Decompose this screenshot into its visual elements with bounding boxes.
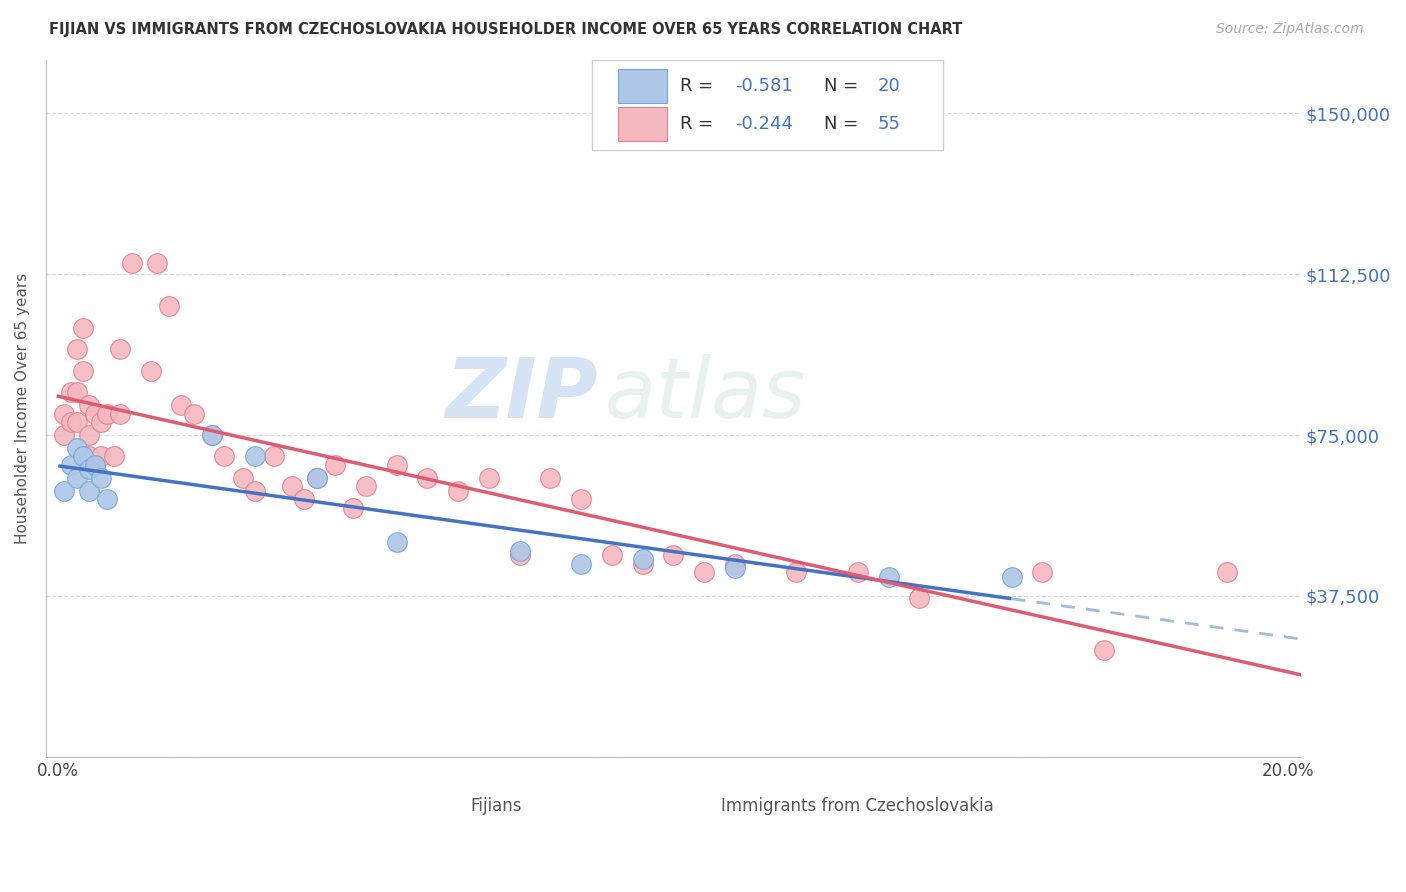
Point [662, 548, 685, 562]
Point [1000, 569, 1022, 583]
Point [478, 471, 501, 485]
Text: FIJIAN VS IMMIGRANTS FROM CZECHOSLOVAKIA HOUSEHOLDER INCOME OVER 65 YEARS CORREL: FIJIAN VS IMMIGRANTS FROM CZECHOSLOVAKIA… [49, 22, 963, 37]
Point [96, 492, 118, 507]
Point [354, 479, 377, 493]
FancyBboxPatch shape [592, 60, 943, 150]
Point [90, 450, 112, 464]
Point [724, 557, 747, 571]
Point [342, 500, 364, 515]
Point [53, 407, 76, 421]
Point [569, 557, 592, 571]
Point [509, 548, 531, 562]
Point [1031, 566, 1053, 580]
Point [66, 415, 89, 429]
Point [214, 450, 236, 464]
Point [305, 471, 328, 485]
Point [139, 364, 162, 378]
Point [84, 458, 107, 472]
FancyBboxPatch shape [619, 69, 666, 103]
Point [785, 566, 807, 580]
Point [90, 471, 112, 485]
Point [77, 428, 100, 442]
Point [66, 342, 89, 356]
Point [447, 483, 470, 498]
Point [846, 566, 869, 580]
Point [66, 441, 89, 455]
Text: -0.581: -0.581 [735, 77, 793, 95]
Point [631, 552, 654, 566]
Point [77, 450, 100, 464]
Text: -0.244: -0.244 [735, 115, 793, 133]
Point [77, 483, 100, 498]
Point [72, 364, 94, 378]
Point [66, 471, 89, 485]
Point [281, 479, 304, 493]
Point [77, 398, 100, 412]
Text: N =: N = [824, 115, 863, 133]
Point [59, 385, 82, 400]
Point [145, 256, 167, 270]
Text: ZIP: ZIP [446, 354, 598, 434]
Point [232, 471, 254, 485]
Text: N =: N = [824, 77, 863, 95]
Point [121, 256, 143, 270]
Point [59, 415, 82, 429]
Point [53, 483, 76, 498]
Point [157, 299, 180, 313]
Point [1216, 566, 1239, 580]
Point [724, 561, 747, 575]
Point [59, 458, 82, 472]
Point [569, 492, 592, 507]
Text: R =: R = [679, 77, 718, 95]
Y-axis label: Householder Income Over 65 years: Householder Income Over 65 years [15, 273, 30, 544]
Point [323, 458, 346, 472]
Point [201, 428, 224, 442]
Point [1092, 642, 1115, 657]
Point [908, 591, 931, 605]
Point [243, 483, 266, 498]
Point [66, 385, 89, 400]
Point [103, 450, 125, 464]
Point [877, 569, 900, 583]
Text: 55: 55 [877, 115, 901, 133]
Point [96, 407, 118, 421]
Point [53, 428, 76, 442]
Point [509, 544, 531, 558]
Point [305, 471, 328, 485]
Point [292, 492, 315, 507]
Point [263, 450, 285, 464]
Point [385, 458, 408, 472]
Point [201, 428, 224, 442]
Point [84, 407, 107, 421]
Point [90, 415, 112, 429]
Point [72, 320, 94, 334]
FancyBboxPatch shape [420, 792, 460, 821]
Text: Immigrants from Czechoslovakia: Immigrants from Czechoslovakia [721, 797, 994, 815]
Point [108, 407, 131, 421]
Text: 20: 20 [877, 77, 901, 95]
Point [183, 407, 205, 421]
Point [600, 548, 623, 562]
FancyBboxPatch shape [671, 792, 711, 821]
Point [416, 471, 439, 485]
Point [243, 450, 266, 464]
FancyBboxPatch shape [619, 107, 666, 141]
Point [108, 342, 131, 356]
Text: Source: ZipAtlas.com: Source: ZipAtlas.com [1216, 22, 1364, 37]
Text: Fijians: Fijians [470, 797, 522, 815]
Point [538, 471, 561, 485]
Text: atlas: atlas [605, 354, 806, 434]
Point [693, 566, 716, 580]
Point [170, 398, 193, 412]
Point [385, 535, 408, 549]
Point [72, 450, 94, 464]
Text: R =: R = [679, 115, 718, 133]
Point [77, 462, 100, 476]
Point [84, 458, 107, 472]
Point [631, 557, 654, 571]
